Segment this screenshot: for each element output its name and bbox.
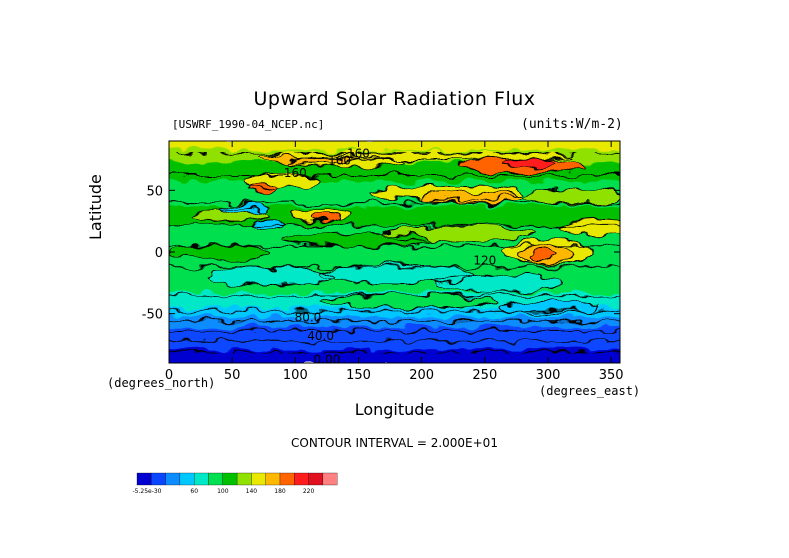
contour-line <box>282 233 435 247</box>
x-tick-label: 300 <box>536 368 561 383</box>
field-patch <box>282 233 435 246</box>
colorbar-swatch <box>165 472 181 486</box>
y-tick-label: 0 <box>155 246 163 261</box>
field-patch <box>503 158 555 169</box>
contour-line <box>320 263 473 285</box>
field-patch <box>560 219 620 235</box>
contour-interval-label: CONTOUR INTERVAL = 2.000E+01 <box>291 436 498 450</box>
contour-line <box>421 191 524 205</box>
x-units-left-label: (degrees_north) <box>107 376 216 390</box>
colorbar-swatch <box>179 472 195 486</box>
colorbar-swatch <box>194 472 209 486</box>
y-tick-label: 50 <box>146 184 163 199</box>
contour-label: 160 <box>328 154 351 168</box>
colorbar: -5.25e-30 60 100 140 180 220 <box>132 472 338 495</box>
contour-line <box>288 156 404 168</box>
colorbar-swatch <box>222 472 238 486</box>
x-tick-label: 100 <box>283 368 308 383</box>
contour-label: 160 <box>284 166 307 180</box>
colorbar-label: 220 <box>303 488 315 495</box>
colorbar-swatch <box>308 472 324 486</box>
y-tick-label: -50 <box>142 308 163 323</box>
contour-line <box>433 273 562 292</box>
colorbar-label: -5.25e-30 <box>132 488 161 495</box>
field-patch <box>522 189 620 204</box>
flux-field <box>169 141 620 363</box>
contour-line <box>250 181 277 193</box>
contour-line <box>169 244 271 260</box>
x-tick-label: 50 <box>224 368 241 383</box>
colorbar-swatch <box>136 472 152 486</box>
field-patch <box>320 264 473 285</box>
colorbar-label: 100 <box>217 488 229 495</box>
contour-line <box>528 250 555 262</box>
contour-line <box>560 219 620 236</box>
contour-line <box>193 208 271 222</box>
contour-line <box>311 213 343 222</box>
contour-line <box>254 219 286 231</box>
x-tick-label: 250 <box>472 368 497 383</box>
colorbar-swatch <box>279 472 295 486</box>
field-patch <box>169 244 271 260</box>
colorbar-swatch <box>322 472 338 486</box>
colorbar-swatch <box>151 472 166 486</box>
contour-label: 80.0 <box>295 310 322 324</box>
colorbar-swatch <box>236 472 252 486</box>
field-band <box>169 350 620 363</box>
units-label: (units:W/m-2) <box>521 117 623 132</box>
contour-line <box>517 245 574 264</box>
colorbar-swatch <box>294 472 309 486</box>
x-units-right-label: (degrees_east) <box>539 384 641 398</box>
contour-line <box>503 239 593 265</box>
contour-line <box>244 172 322 189</box>
field-patch <box>421 191 523 204</box>
source-file-label: [USWRF_1990-04_NCEP.nc] <box>172 118 325 131</box>
contour-label: 40.0 <box>307 329 334 343</box>
x-axis-label: Longitude <box>354 400 435 419</box>
contour-line <box>206 266 334 288</box>
colorbar-swatch <box>208 472 223 486</box>
field-patch <box>529 250 555 261</box>
x-tick-label: 0 <box>165 368 173 383</box>
contour-line <box>320 294 498 309</box>
contour-label: 0.00 <box>314 352 341 366</box>
field-patch <box>311 213 343 222</box>
contour-line <box>269 151 574 161</box>
x-tick-label: 350 <box>599 368 624 383</box>
colorbar-label: 140 <box>246 488 258 495</box>
field-patch <box>206 266 334 287</box>
contour-line <box>219 203 271 215</box>
x-tick-label: 150 <box>346 368 371 383</box>
contour-line <box>522 188 620 205</box>
contour-label: 160 <box>347 146 370 160</box>
contour-line <box>503 157 555 169</box>
chart-title: Upward Solar Radiation Flux <box>253 88 536 110</box>
colorbar-label: 60 <box>190 488 198 495</box>
colorbar-label: 180 <box>274 488 286 495</box>
colorbar-swatch <box>265 472 281 486</box>
contour-line <box>496 300 600 315</box>
colorbar-swatch <box>251 472 266 486</box>
field-patch <box>497 301 599 314</box>
field-patch <box>320 295 498 308</box>
field-patch <box>270 152 574 160</box>
contour-line <box>370 184 524 201</box>
x-tick-label: 200 <box>409 368 434 383</box>
contour-label: 120 <box>473 254 496 268</box>
axes: 0 50 100 150 200 250 300 350 50 0 -50 <box>142 140 624 383</box>
